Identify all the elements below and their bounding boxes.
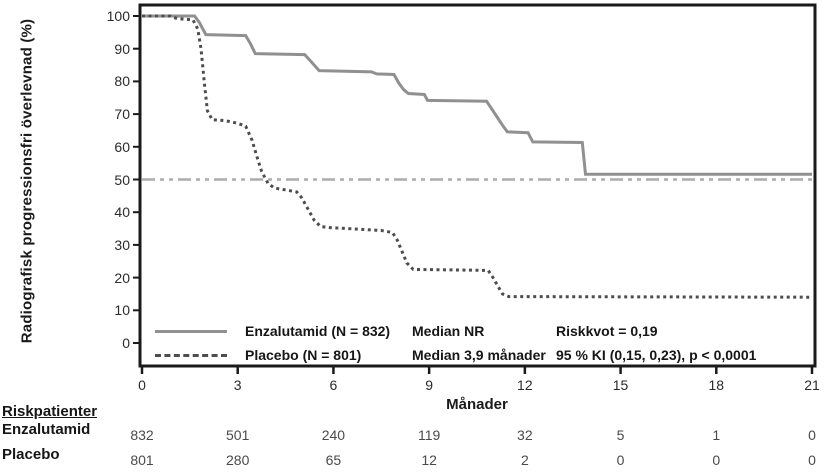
risk-value-enzalutamid: 832 — [130, 427, 154, 443]
risk-value-enzalutamid: 240 — [321, 427, 346, 443]
x-tick-label: 18 — [708, 377, 725, 393]
y-tick-label: 90 — [114, 40, 130, 57]
y-tick-label: 30 — [114, 236, 130, 253]
legend-swatch-placebo — [155, 354, 227, 357]
x-tick-label: 3 — [233, 377, 242, 393]
risk-table-header: Riskpatienter — [2, 403, 98, 420]
risk-value-placebo: 0 — [808, 452, 816, 468]
risk-value-enzalutamid: 5 — [616, 427, 625, 443]
y-tick-label: 60 — [114, 138, 130, 155]
y-tick-label: 0 — [122, 335, 130, 351]
risk-value-enzalutamid: 1 — [712, 427, 721, 443]
x-tick-label: 21 — [804, 377, 820, 393]
plot-border — [138, 3, 817, 368]
risk-row-label-placebo: Placebo — [2, 446, 60, 463]
risk-value-enzalutamid: 119 — [417, 427, 441, 443]
risk-value-placebo: 0 — [616, 452, 625, 468]
y-tick-label: 70 — [114, 106, 130, 123]
risk-value-enzalutamid: 501 — [226, 427, 250, 443]
y-axis-title: Radiografisk progressionsfri överlevnad … — [18, 18, 36, 344]
hazard-ratio-text: Riskkvot = 0,19 — [556, 323, 658, 339]
x-tick-label: 12 — [517, 377, 533, 393]
risk-value-placebo: 0 — [712, 452, 721, 468]
x-tick-label: 6 — [329, 377, 338, 393]
risk-value-enzalutamid: 0 — [808, 427, 816, 443]
x-tick-label: 15 — [612, 377, 629, 393]
median-enzalutamid: Median NR — [412, 323, 485, 339]
legend-label-enzalutamid: Enzalutamid (N = 832) — [245, 323, 391, 339]
y-tick-label: 20 — [114, 269, 130, 286]
legend-swatch-enzalutamid — [155, 330, 227, 333]
risk-value-placebo: 65 — [325, 452, 342, 468]
risk-value-placebo: 801 — [130, 452, 154, 468]
risk-row-label-enzalutamid: Enzalutamid — [2, 421, 91, 438]
confidence-interval-text: 95 % KI (0,15, 0,23), p < 0,0001 — [556, 347, 757, 363]
risk-value-placebo: 2 — [520, 452, 529, 468]
x-tick-label: 0 — [138, 377, 146, 393]
y-tick-label: 100 — [106, 8, 130, 24]
y-tick-label: 40 — [114, 204, 130, 221]
series-line-enzalutamid — [142, 14, 812, 176]
y-tick-label: 50 — [114, 171, 130, 188]
median-placebo: Median 3,9 månader — [412, 347, 546, 363]
x-tick-label: 9 — [425, 377, 434, 393]
series-line-placebo — [142, 14, 813, 299]
risk-value-placebo: 12 — [421, 452, 437, 468]
y-tick-label: 80 — [114, 73, 130, 90]
legend-label-placebo: Placebo (N = 801) — [245, 347, 362, 363]
risk-value-enzalutamid: 32 — [517, 427, 533, 443]
risk-value-placebo: 280 — [226, 452, 250, 468]
x-axis-title: Månader — [446, 396, 508, 413]
y-tick-label: 10 — [114, 302, 130, 319]
